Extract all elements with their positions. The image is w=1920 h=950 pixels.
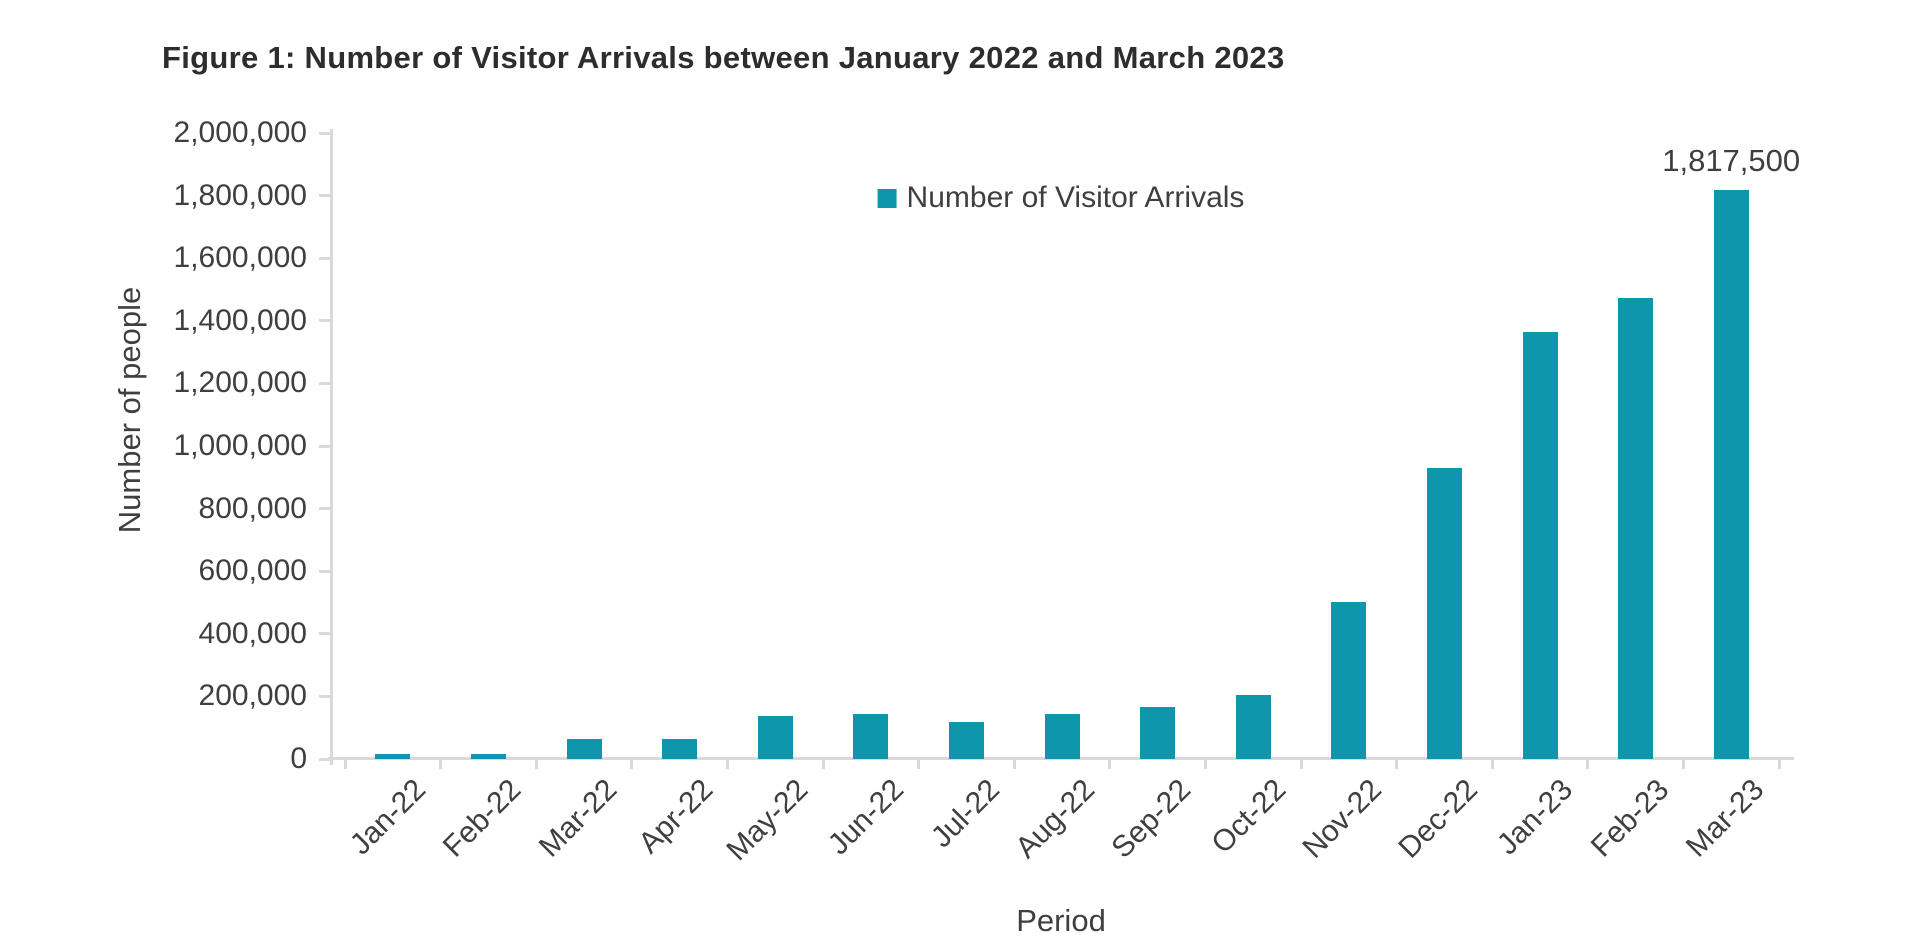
- y-tick-mark: [319, 256, 330, 260]
- bar-jul-22: [948, 722, 984, 759]
- y-tick-label: 800,000: [198, 491, 307, 525]
- x-tick-label: Mar-22: [532, 773, 624, 864]
- chart-title: Figure 1: Number of Visitor Arrivals bet…: [162, 40, 1285, 75]
- bar-value-label: 1,817,500: [1662, 143, 1801, 178]
- bar-jan-23: [1522, 332, 1558, 759]
- x-tick-mark: [630, 760, 634, 769]
- y-tick-mark: [319, 757, 330, 761]
- x-tick-label: Jun-22: [821, 773, 911, 862]
- x-tick-mark: [1490, 760, 1494, 769]
- bar-nov-22: [1331, 602, 1367, 759]
- x-tick-mark: [1586, 760, 1590, 769]
- y-tick-mark: [319, 131, 330, 135]
- x-tick-mark: [917, 760, 921, 769]
- y-axis-line: [330, 129, 333, 765]
- x-tick-label: Nov-22: [1296, 773, 1389, 865]
- x-tick-mark: [439, 760, 443, 769]
- bar-feb-22: [470, 754, 506, 759]
- x-axis-title: Period: [1016, 903, 1106, 938]
- bar-jan-22: [375, 754, 411, 759]
- x-tick-label: Aug-22: [1009, 773, 1102, 865]
- y-tick-label: 1,600,000: [173, 241, 307, 275]
- x-tick-label: Jul-22: [924, 773, 1006, 855]
- x-tick-label: Oct-22: [1205, 773, 1293, 860]
- x-tick-label: Dec-22: [1392, 773, 1484, 865]
- legend: Number of Visitor Arrivals: [877, 181, 1245, 215]
- y-tick-label: 1,800,000: [173, 178, 307, 212]
- y-tick-mark: [319, 444, 330, 448]
- x-tick-mark: [1777, 760, 1781, 769]
- x-tick-label: Sep-22: [1105, 773, 1197, 865]
- y-tick-mark: [319, 632, 330, 636]
- x-tick-mark: [343, 760, 347, 769]
- bar-apr-22: [662, 739, 698, 759]
- y-tick-label: 0: [290, 742, 307, 775]
- legend-label: Number of Visitor Arrivals: [906, 181, 1245, 214]
- x-tick-label: Jan-23: [1491, 773, 1580, 862]
- x-tick-label: May-22: [720, 773, 815, 868]
- bar-mar-23: [1713, 190, 1749, 759]
- bar-mar-22: [566, 739, 602, 759]
- x-tick-label: Jan-22: [343, 773, 433, 862]
- y-tick-mark: [319, 507, 330, 511]
- x-tick-mark: [821, 760, 825, 769]
- y-tick-mark: [319, 694, 330, 698]
- x-tick-mark: [1299, 760, 1303, 769]
- x-tick-label: Mar-23: [1680, 773, 1771, 864]
- bar-dec-22: [1426, 468, 1462, 759]
- y-tick-label: 1,200,000: [173, 366, 307, 400]
- x-tick-mark: [1681, 760, 1685, 769]
- bar-jun-22: [853, 714, 889, 759]
- x-tick-mark: [1395, 760, 1399, 769]
- y-tick-label: 200,000: [198, 679, 307, 713]
- bar-feb-23: [1618, 298, 1654, 759]
- x-tick-label: Apr-22: [631, 773, 719, 861]
- y-tick-mark: [319, 569, 330, 573]
- bar-aug-22: [1044, 714, 1080, 759]
- bar-may-22: [757, 716, 793, 759]
- legend-marker-icon: [877, 188, 897, 208]
- y-tick-mark: [319, 194, 330, 198]
- x-tick-mark: [534, 760, 538, 769]
- y-tick-label: 1,000,000: [173, 429, 307, 462]
- y-tick-label: 2,000,000: [173, 116, 307, 149]
- x-tick-mark: [1203, 760, 1207, 769]
- y-tick-mark: [319, 381, 330, 385]
- bar-sep-22: [1140, 707, 1176, 759]
- plot-area: Number of Visitor Arrivals 2,000,000 1,80…: [174, 117, 1801, 868]
- x-tick-mark: [1108, 760, 1112, 769]
- y-tick-label: 1,400,000: [173, 303, 307, 337]
- x-tick-label: Feb-22: [437, 773, 528, 864]
- x-tick-mark: [725, 760, 729, 769]
- y-tick-label: 600,000: [198, 554, 307, 588]
- bar-oct-22: [1235, 695, 1271, 759]
- y-tick-mark: [319, 319, 330, 323]
- x-tick-label: Feb-23: [1584, 773, 1675, 864]
- x-tick-mark: [1012, 760, 1016, 769]
- y-tick-label: 400,000: [198, 616, 307, 650]
